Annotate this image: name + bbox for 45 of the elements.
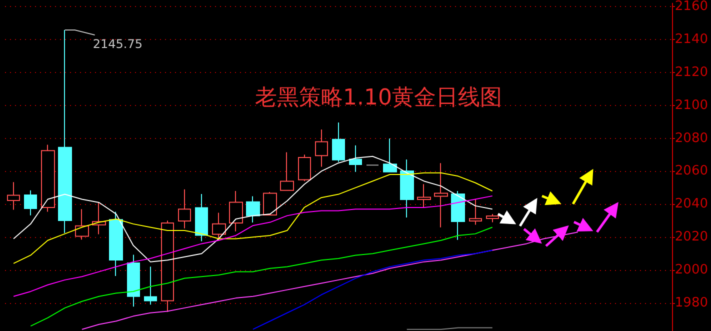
annotation: 2145.75 <box>92 36 142 51</box>
candlestick <box>349 144 362 172</box>
candlestick <box>109 211 123 276</box>
y-tick-label: 2040 <box>674 196 708 212</box>
candlestick <box>383 138 397 172</box>
candlestick <box>315 129 328 168</box>
candlestick <box>7 182 20 210</box>
candlestick <box>161 220 174 312</box>
y-tick-label: 2120 <box>674 64 708 80</box>
candlestick <box>263 191 277 216</box>
candlestick <box>24 190 37 216</box>
candlestick <box>486 214 499 223</box>
y-tick-label: 2160 <box>674 0 708 14</box>
y-tick-label: 2020 <box>674 230 708 245</box>
text: 老黑策略1.10黄金日线图 <box>255 86 502 110</box>
candlestick <box>400 159 414 218</box>
line-series <box>13 172 493 264</box>
line-series <box>13 195 493 297</box>
candlestick <box>212 212 226 242</box>
candlestick <box>58 29 72 234</box>
candlestick <box>229 190 243 232</box>
candlestick <box>434 162 448 228</box>
line-series <box>81 232 578 330</box>
y-tick-label: 2100 <box>674 98 708 113</box>
y-tick-label: 2060 <box>674 164 708 179</box>
candlestick <box>280 152 294 191</box>
line-series <box>252 250 493 330</box>
candlestick <box>144 266 157 306</box>
candlestick <box>178 188 191 229</box>
candlestick <box>298 154 311 182</box>
candlestick <box>246 196 260 223</box>
y-tick-label: 1980 <box>674 295 708 310</box>
candlestick <box>195 193 208 242</box>
line-series <box>30 226 493 327</box>
candlestick <box>41 144 55 212</box>
y-tick-label: 2080 <box>674 130 708 146</box>
candlestick <box>417 184 431 208</box>
y-tick-label: 2000 <box>674 262 708 278</box>
y-tick-label: 2140 <box>674 32 708 47</box>
candlestick <box>75 208 89 240</box>
candlestick <box>451 190 465 240</box>
candlestick <box>127 254 140 308</box>
line-series <box>13 156 493 262</box>
candlestick <box>332 122 345 162</box>
candlestick <box>469 199 482 226</box>
